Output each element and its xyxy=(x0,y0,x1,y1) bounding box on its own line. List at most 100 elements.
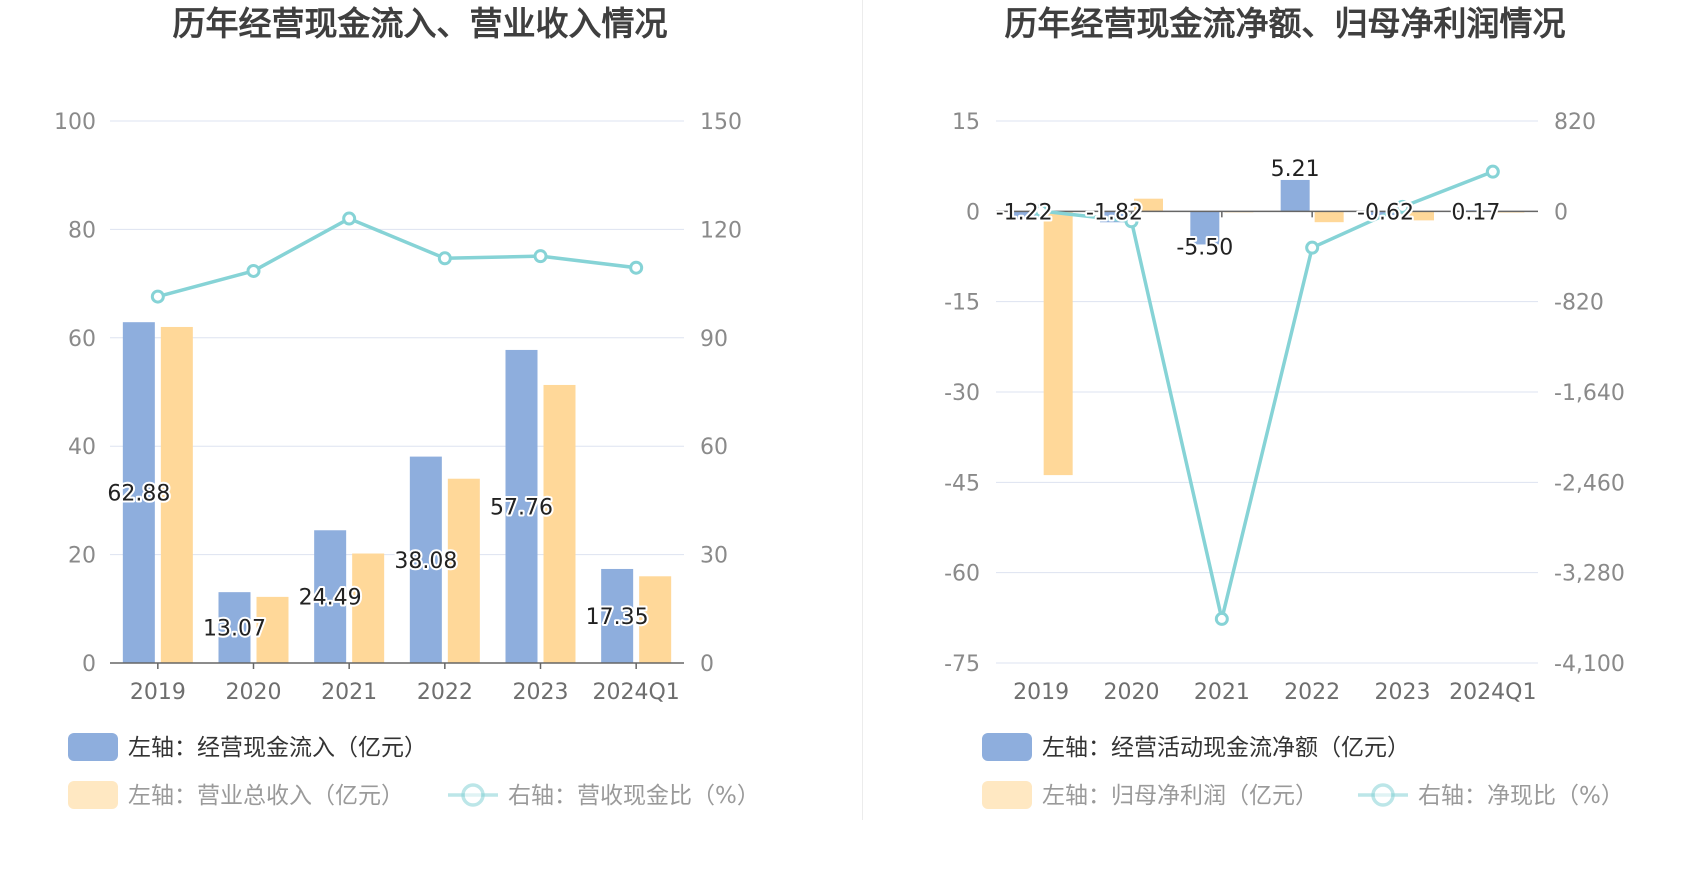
right-axis-tick-label: 820 xyxy=(1554,110,1596,135)
right-axis-tick-label: -1,640 xyxy=(1554,381,1625,406)
line-point xyxy=(437,251,452,266)
bar-series-2 xyxy=(1043,211,1073,476)
chart-title: 历年经营现金流净额、归母净利润情况 xyxy=(1005,4,1566,43)
legend-swatch xyxy=(982,733,1032,761)
bar-series-1 xyxy=(1190,211,1220,245)
x-axis-tick-label: 2023 xyxy=(1375,680,1431,705)
bar-series-1 xyxy=(1280,179,1310,212)
bar-series-2 xyxy=(447,478,480,663)
right-axis-tick-label: 60 xyxy=(700,435,728,460)
bar-series-1 xyxy=(218,592,251,663)
legend-item[interactable]: 左轴：经营活动现金流净额（亿元） xyxy=(982,733,1410,761)
legend-item[interactable]: 左轴：经营现金流入（亿元） xyxy=(68,733,427,761)
x-axis-tick-label: 2024Q1 xyxy=(1449,680,1536,705)
bar-series-2 xyxy=(639,576,672,663)
right-axis-tick-label: -2,460 xyxy=(1554,471,1625,496)
left-axis-tick-label: 0 xyxy=(966,200,980,225)
legend-item[interactable]: 右轴：净现比（%） xyxy=(1358,783,1624,809)
left-axis-tick-label: -60 xyxy=(944,562,980,587)
line-series xyxy=(157,216,637,299)
bar-series-1 xyxy=(1100,211,1129,223)
x-axis-tick-label: 2022 xyxy=(1284,680,1340,705)
data-label: 17.35 xyxy=(586,605,649,630)
left-axis-tick-label: -75 xyxy=(944,652,980,677)
x-axis-tick-label: 2024Q1 xyxy=(593,680,680,705)
legend-item[interactable]: 右轴：营收现金比（%） xyxy=(448,783,760,809)
data-label: 0.17 xyxy=(1451,200,1500,225)
left-axis-tick-label: 80 xyxy=(68,218,96,243)
x-axis-tick-label: 2021 xyxy=(1194,680,1250,705)
legend-label: 右轴：净现比（%） xyxy=(1418,783,1624,809)
right-axis-tick-label: -3,280 xyxy=(1554,562,1625,587)
legend-label: 左轴：经营活动现金流净额（亿元） xyxy=(1042,735,1410,761)
chart-title: 历年经营现金流入、营业收入情况 xyxy=(173,4,668,43)
data-label: 5.21 xyxy=(1271,157,1320,182)
right-axis-tick-label: 90 xyxy=(700,327,728,352)
x-axis-tick-label: 2019 xyxy=(130,680,186,705)
bar-series-1 xyxy=(1009,211,1039,219)
line-point xyxy=(1124,214,1139,229)
legend-swatch xyxy=(982,781,1032,809)
bar-series-2 xyxy=(160,326,193,663)
left-axis-tick-label: -15 xyxy=(944,291,980,316)
right-axis-tick-label: 120 xyxy=(700,218,742,243)
line-point xyxy=(1305,240,1320,255)
right-axis-tick-label: -820 xyxy=(1554,291,1604,316)
line-series xyxy=(1040,170,1494,621)
left-axis-tick-label: 0 xyxy=(82,652,96,677)
x-axis-tick-label: 2020 xyxy=(1104,680,1160,705)
left-axis-tick-label: -30 xyxy=(944,381,980,406)
legend-marker xyxy=(461,783,485,807)
legend-label: 左轴：营业总收入（亿元） xyxy=(128,783,404,809)
legend-swatch xyxy=(68,733,118,761)
left-axis-tick-label: 20 xyxy=(68,544,96,569)
line-point xyxy=(629,260,644,275)
chart-cash-inflow-revenue: 历年经营现金流入、营业收入情况 100 80 60 40 20 0 150 120 90 60 30… xyxy=(54,4,760,809)
legend-item[interactable]: 左轴：营业总收入（亿元） xyxy=(68,781,404,809)
chart-panel-cash-inflow-revenue: 历年经营现金流入、营业收入情况 100 80 60 40 20 0 150 120 90 60 30… xyxy=(54,4,760,809)
right-axis-tick-label: 150 xyxy=(700,110,742,135)
data-label: -1.82 xyxy=(1086,200,1143,225)
line-point xyxy=(150,289,165,304)
left-axis-tick-label: 15 xyxy=(952,110,980,135)
legend-label: 左轴：归母净利润（亿元） xyxy=(1042,783,1318,809)
right-axis-tick-label: 0 xyxy=(700,652,714,677)
bar-series-2 xyxy=(1405,211,1434,221)
line-point xyxy=(1395,199,1410,214)
legend-label: 右轴：营收现金比（%） xyxy=(508,783,760,809)
right-axis-tick-label: -4,100 xyxy=(1554,652,1625,677)
bar-series-1 xyxy=(505,349,538,663)
legend-label: 左轴：经营现金流入（亿元） xyxy=(128,735,427,761)
x-axis-tick-label: 2022 xyxy=(417,680,473,705)
bar-series-2 xyxy=(1134,198,1163,212)
left-axis-tick-label: -45 xyxy=(944,471,980,496)
bar-series-1 xyxy=(409,456,442,663)
left-axis-tick-label: 100 xyxy=(54,110,96,135)
data-label: 24.49 xyxy=(299,586,362,611)
x-axis-tick-label: 2021 xyxy=(321,680,377,705)
chart-panel-net-cashflow-profit: 历年经营现金流净额、归母净利润情况 15 0 -15 -30 -45 -60 -75 820 0… xyxy=(866,0,1700,874)
chart-net-cashflow-profit: 历年经营现金流净额、归母净利润情况 15 0 -15 -30 -45 -60 -75 820 0… xyxy=(944,4,1625,809)
bar-series-2 xyxy=(352,553,385,663)
data-label: -5.50 xyxy=(1176,235,1233,260)
data-label: -1.22 xyxy=(996,200,1053,225)
x-axis-tick-label: 2020 xyxy=(226,680,282,705)
legend-marker xyxy=(1371,783,1395,807)
data-label: 13.07 xyxy=(203,617,266,642)
x-axis-tick-label: 2023 xyxy=(513,680,569,705)
line-point xyxy=(1214,611,1229,626)
legend-swatch xyxy=(68,781,118,809)
bar-series-1 xyxy=(122,322,155,663)
bar-series-1 xyxy=(601,568,634,663)
line-point xyxy=(533,249,548,264)
bar-series-2 xyxy=(1314,211,1344,223)
data-label: 38.08 xyxy=(394,549,457,574)
bar-series-1 xyxy=(314,530,347,663)
legend-item[interactable]: 左轴：归母净利润（亿元） xyxy=(982,781,1318,809)
line-point xyxy=(1485,164,1500,179)
data-label: 57.76 xyxy=(490,495,553,520)
bar-series-2 xyxy=(543,384,576,663)
left-axis-tick-label: 60 xyxy=(68,327,96,352)
left-axis-tick-label: 40 xyxy=(68,435,96,460)
right-axis-tick-label: 30 xyxy=(700,544,728,569)
